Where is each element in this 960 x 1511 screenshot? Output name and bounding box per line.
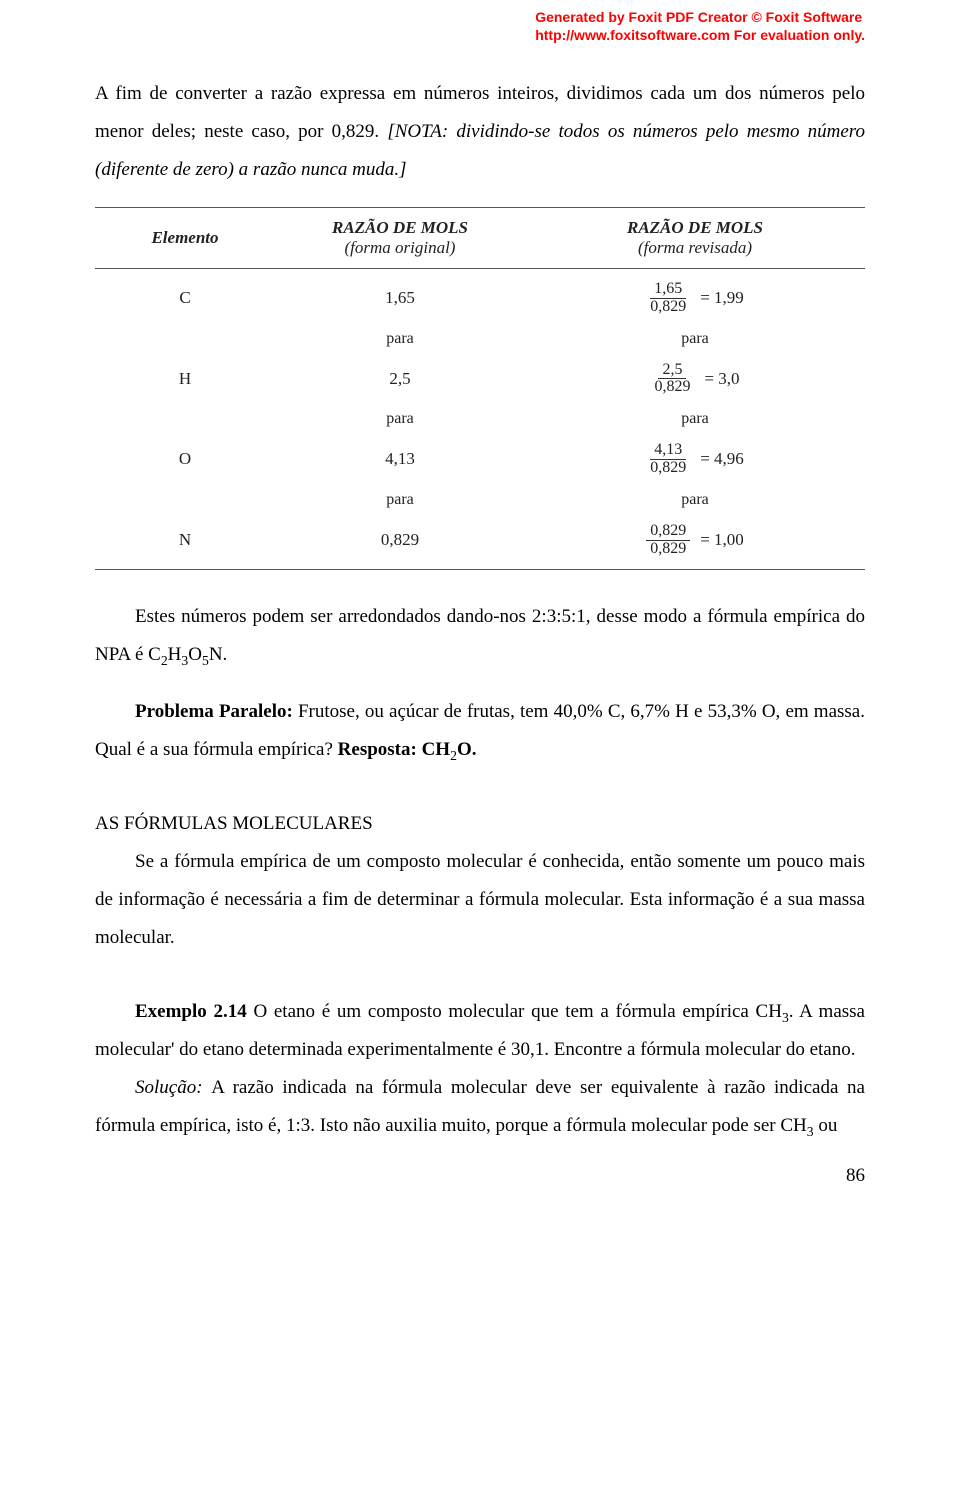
th-orig: RAZÃO DE MOLS (forma original) <box>275 218 525 258</box>
table-row: H 2,5 2,50,829 = 3,0 <box>95 354 865 405</box>
paragraph-5: Exemplo 2.14 O etano é um composto molec… <box>95 993 865 1069</box>
heading-molecular: AS FÓRMULAS MOLECULARES <box>95 805 865 843</box>
paragraph-6: Solução: A razão indicada na fórmula mol… <box>95 1069 865 1145</box>
th-rev: RAZÃO DE MOLS (forma revisada) <box>525 218 865 258</box>
table-row: O 4,13 4,130,829 = 4,96 <box>95 434 865 485</box>
watermark-line2b: For evaluation only. <box>730 27 865 43</box>
page-number: 86 <box>846 1165 865 1187</box>
table-row: C 1,65 1,650,829 = 1,99 <box>95 273 865 324</box>
watermark-link: http://www.foxitsoftware.com <box>535 27 730 43</box>
paragraph-1: A fim de converter a razão expressa em n… <box>95 75 865 189</box>
table-row: N 0,829 0,8290,829 = 1,00 <box>95 515 865 566</box>
watermark-line1: Generated by Foxit PDF Creator © Foxit S… <box>535 9 862 25</box>
th-elemento: Elemento <box>95 228 275 248</box>
paragraph-4: Se a fórmula empírica de um composto mol… <box>95 843 865 957</box>
paragraph-3: Problema Paralelo: Frutose, ou açúcar de… <box>95 693 865 769</box>
pdf-watermark: Generated by Foxit PDF Creator © Foxit S… <box>535 8 865 44</box>
paragraph-2: Estes números podem ser arredondados dan… <box>95 598 865 674</box>
mols-table: Elemento RAZÃO DE MOLS (forma original) … <box>95 207 865 570</box>
